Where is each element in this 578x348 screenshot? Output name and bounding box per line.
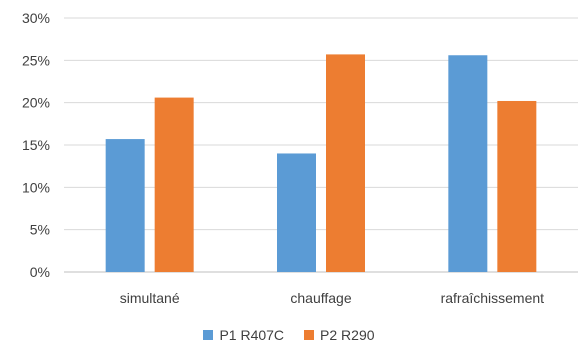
bar-series-2 bbox=[326, 54, 365, 273]
legend-label-series-1: P1 R407C bbox=[219, 327, 285, 343]
legend-swatch-series-1 bbox=[203, 330, 214, 340]
x-category-label: simultané bbox=[120, 290, 180, 306]
x-category-label: rafraîchissement bbox=[441, 290, 545, 306]
x-category-label: chauffage bbox=[290, 290, 351, 306]
y-tick-label: 15% bbox=[22, 137, 50, 153]
y-tick-label: 25% bbox=[22, 52, 50, 68]
bar-series-1 bbox=[277, 153, 316, 272]
y-tick-label: 30% bbox=[22, 10, 50, 26]
bar-series-2 bbox=[154, 97, 194, 272]
y-tick-label: 5% bbox=[30, 222, 50, 238]
y-tick-label: 10% bbox=[22, 179, 50, 195]
bar-series-2 bbox=[497, 100, 537, 273]
legend-label-series-2: P2 R290 bbox=[320, 327, 375, 343]
legend-swatch-series-2 bbox=[304, 330, 315, 340]
bar-series-1 bbox=[448, 55, 488, 273]
legend-item-series-1: P1 R407C bbox=[203, 327, 284, 343]
legend-item-series-2: P2 R290 bbox=[304, 327, 375, 343]
y-tick-label: 20% bbox=[22, 95, 50, 111]
legend: P1 R407C P2 R290 bbox=[0, 327, 578, 343]
y-tick-label: 0% bbox=[30, 264, 50, 280]
bar-series-1 bbox=[105, 139, 145, 272]
